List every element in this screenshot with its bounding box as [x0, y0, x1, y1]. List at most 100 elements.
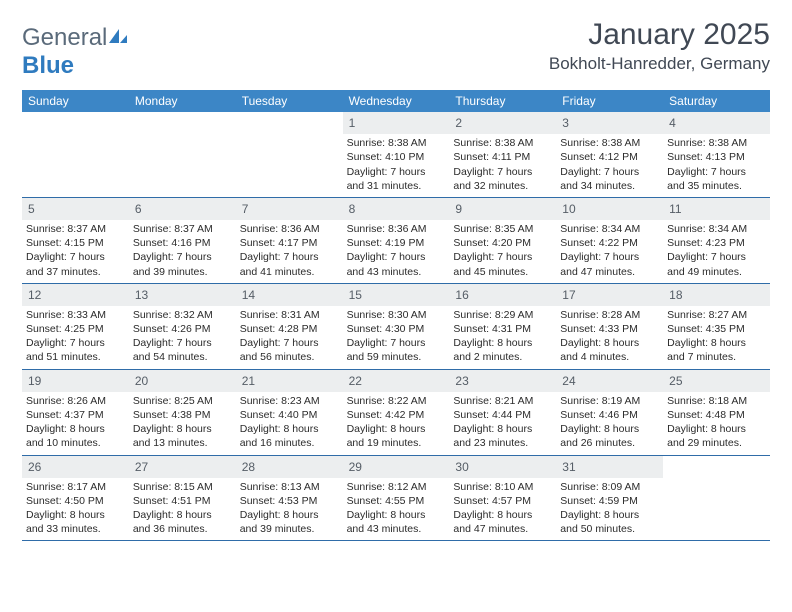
calendar-day: 28Sunrise: 8:13 AMSunset: 4:53 PMDayligh…: [236, 456, 343, 541]
sunset-text: Sunset: 4:13 PM: [667, 150, 766, 164]
day-info: Sunrise: 8:13 AMSunset: 4:53 PMDaylight:…: [236, 480, 343, 541]
daylight-text: Daylight: 8 hours and 43 minutes.: [347, 508, 446, 536]
daylight-text: Daylight: 7 hours and 35 minutes.: [667, 165, 766, 193]
sunrise-text: Sunrise: 8:25 AM: [133, 394, 232, 408]
day-number: 2: [449, 112, 556, 134]
day-info: Sunrise: 8:25 AMSunset: 4:38 PMDaylight:…: [129, 394, 236, 455]
calendar-week: 26Sunrise: 8:17 AMSunset: 4:50 PMDayligh…: [22, 456, 770, 542]
sunrise-text: Sunrise: 8:28 AM: [560, 308, 659, 322]
sunrise-text: Sunrise: 8:31 AM: [240, 308, 339, 322]
day-number: 10: [556, 198, 663, 220]
header: GeneralBlue January 2025 Bokholt-Hanredd…: [22, 18, 770, 80]
day-number: 11: [663, 198, 770, 220]
day-number: 19: [22, 370, 129, 392]
calendar-day: 1Sunrise: 8:38 AMSunset: 4:10 PMDaylight…: [343, 112, 450, 197]
sunset-text: Sunset: 4:42 PM: [347, 408, 446, 422]
sunset-text: Sunset: 4:10 PM: [347, 150, 446, 164]
daylight-text: Daylight: 8 hours and 16 minutes.: [240, 422, 339, 450]
sunrise-text: Sunrise: 8:36 AM: [347, 222, 446, 236]
sunrise-text: Sunrise: 8:38 AM: [347, 136, 446, 150]
calendar-day: 21 Sunrise: 8:23 AMSunset: 4:40 PMDayligh…: [236, 370, 343, 455]
sunset-text: Sunset: 4:19 PM: [347, 236, 446, 250]
day-number: 22: [343, 370, 450, 392]
sunset-text: Sunset: 4:48 PM: [667, 408, 766, 422]
sunrise-text: Sunrise: 8:23 AM: [240, 394, 339, 408]
day-info: Sunrise: 8:27 AMSunset: 4:35 PMDaylight:…: [663, 308, 770, 369]
sunset-text: Sunset: 4:40 PM: [240, 408, 339, 422]
sunrise-text: Sunrise: 8:38 AM: [560, 136, 659, 150]
daylight-text: Daylight: 8 hours and 10 minutes.: [26, 422, 125, 450]
calendar-day: 15Sunrise: 8:30 AMSunset: 4:30 PMDayligh…: [343, 284, 450, 369]
title-block: January 2025 Bokholt-Hanredder, Germany: [549, 18, 770, 74]
day-info: Sunrise: 8:38 AMSunset: 4:11 PMDaylight:…: [449, 136, 556, 197]
calendar-day: 22Sunrise: 8:22 AMSunset: 4:42 PMDayligh…: [343, 370, 450, 455]
page-title: January 2025: [549, 18, 770, 52]
weekday-label: Sunday: [22, 90, 129, 112]
day-number: 18: [663, 284, 770, 306]
daylight-text: Daylight: 8 hours and 36 minutes.: [133, 508, 232, 536]
daylight-text: Daylight: 7 hours and 39 minutes.: [133, 250, 232, 278]
day-number: 1: [343, 112, 450, 134]
day-info: Sunrise: 8:36 AMSunset: 4:19 PMDaylight:…: [343, 222, 450, 283]
calendar-week: 12Sunrise: 8:33 AMSunset: 4:25 PMDayligh…: [22, 284, 770, 370]
day-number: 23: [449, 370, 556, 392]
day-info: Sunrise: 8:21 AMSunset: 4:44 PMDaylight:…: [449, 394, 556, 455]
daylight-text: Daylight: 7 hours and 45 minutes.: [453, 250, 552, 278]
sunrise-text: Sunrise: 8:34 AM: [560, 222, 659, 236]
calendar-day: 14Sunrise: 8:31 AMSunset: 4:28 PMDayligh…: [236, 284, 343, 369]
calendar-day: 3Sunrise: 8:38 AMSunset: 4:12 PMDaylight…: [556, 112, 663, 197]
daylight-text: Daylight: 8 hours and 26 minutes.: [560, 422, 659, 450]
sunset-text: Sunset: 4:53 PM: [240, 494, 339, 508]
daylight-text: Daylight: 8 hours and 33 minutes.: [26, 508, 125, 536]
location-label: Bokholt-Hanredder, Germany: [549, 54, 770, 74]
sunset-text: Sunset: 4:50 PM: [26, 494, 125, 508]
calendar-body: 1Sunrise: 8:38 AMSunset: 4:10 PMDaylight…: [22, 112, 770, 541]
day-number: 9: [449, 198, 556, 220]
day-number: 3: [556, 112, 663, 134]
sunset-text: Sunset: 4:16 PM: [133, 236, 232, 250]
sunrise-text: Sunrise: 8:22 AM: [347, 394, 446, 408]
day-number: 29: [343, 456, 450, 478]
weekday-label: Wednesday: [343, 90, 450, 112]
day-number: 16: [449, 284, 556, 306]
daylight-text: Daylight: 8 hours and 13 minutes.: [133, 422, 232, 450]
daylight-text: Daylight: 8 hours and 50 minutes.: [560, 508, 659, 536]
day-info: Sunrise: 8:29 AMSunset: 4:31 PMDaylight:…: [449, 308, 556, 369]
day-number: 30: [449, 456, 556, 478]
sail-icon: [107, 24, 129, 52]
day-info: Sunrise: 8:19 AMSunset: 4:46 PMDaylight:…: [556, 394, 663, 455]
sunset-text: Sunset: 4:15 PM: [26, 236, 125, 250]
calendar-day: 6Sunrise: 8:37 AMSunset: 4:16 PMDaylight…: [129, 198, 236, 283]
day-number: 17: [556, 284, 663, 306]
day-info: Sunrise: 8:12 AMSunset: 4:55 PMDaylight:…: [343, 480, 450, 541]
calendar-day: [22, 112, 129, 197]
sunrise-text: Sunrise: 8:35 AM: [453, 222, 552, 236]
calendar-day: 11Sunrise: 8:34 AMSunset: 4:23 PMDayligh…: [663, 198, 770, 283]
sunrise-text: Sunrise: 8:38 AM: [453, 136, 552, 150]
day-number: 4: [663, 112, 770, 134]
daylight-text: Daylight: 7 hours and 34 minutes.: [560, 165, 659, 193]
calendar-day: [236, 112, 343, 197]
calendar-week: 5Sunrise: 8:37 AMSunset: 4:15 PMDaylight…: [22, 198, 770, 284]
day-info: Sunrise: 8:33 AMSunset: 4:25 PMDaylight:…: [22, 308, 129, 369]
daylight-text: Daylight: 8 hours and 39 minutes.: [240, 508, 339, 536]
day-number: 14: [236, 284, 343, 306]
logo-part1: General: [22, 24, 107, 51]
sunrise-text: Sunrise: 8:27 AM: [667, 308, 766, 322]
weekday-label: Monday: [129, 90, 236, 112]
sunset-text: Sunset: 4:37 PM: [26, 408, 125, 422]
daylight-text: Daylight: 7 hours and 56 minutes.: [240, 336, 339, 364]
calendar-day: 26Sunrise: 8:17 AMSunset: 4:50 PMDayligh…: [22, 456, 129, 541]
sunset-text: Sunset: 4:51 PM: [133, 494, 232, 508]
sunrise-text: Sunrise: 8:19 AM: [560, 394, 659, 408]
day-number: 21: [236, 370, 343, 392]
calendar-day: 24Sunrise: 8:19 AMSunset: 4:46 PMDayligh…: [556, 370, 663, 455]
sunrise-text: Sunrise: 8:09 AM: [560, 480, 659, 494]
calendar-day: 19Sunrise: 8:26 AMSunset: 4:37 PMDayligh…: [22, 370, 129, 455]
day-number: 8: [343, 198, 450, 220]
day-number: 6: [129, 198, 236, 220]
calendar-day: 31Sunrise: 8:09 AMSunset: 4:59 PMDayligh…: [556, 456, 663, 541]
day-info: Sunrise: 8:38 AMSunset: 4:10 PMDaylight:…: [343, 136, 450, 197]
daylight-text: Daylight: 7 hours and 54 minutes.: [133, 336, 232, 364]
sunrise-text: Sunrise: 8:12 AM: [347, 480, 446, 494]
